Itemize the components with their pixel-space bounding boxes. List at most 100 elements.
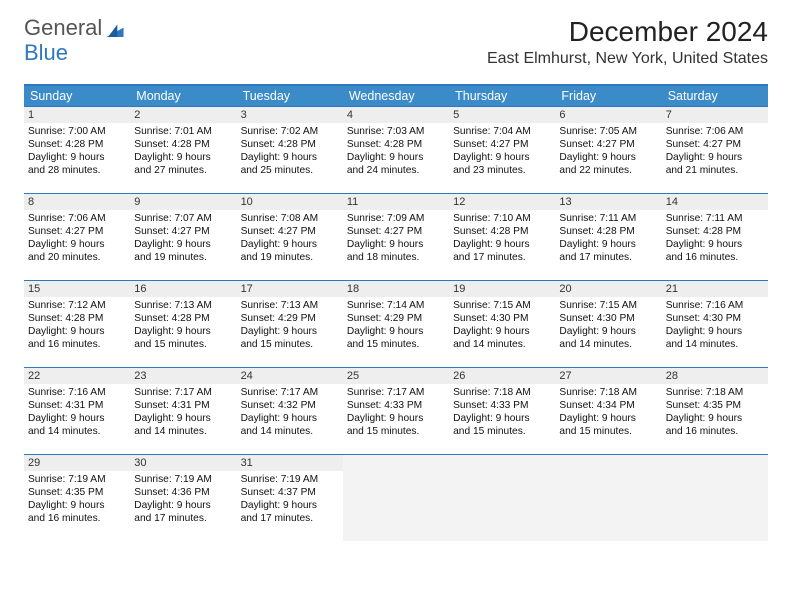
day-number: 29 [24, 455, 130, 471]
day-number: 11 [343, 194, 449, 210]
sun-info-line: Sunrise: 7:19 AM [28, 473, 126, 486]
sun-info-line: Sunrise: 7:01 AM [134, 125, 232, 138]
sun-info-line: and 15 minutes. [134, 338, 232, 351]
sun-info-line: Daylight: 9 hours [134, 151, 232, 164]
sun-info-line: and 15 minutes. [347, 425, 445, 438]
sun-info-line: and 14 minutes. [559, 338, 657, 351]
sun-info-line: Daylight: 9 hours [134, 412, 232, 425]
sun-info-line: Sunrise: 7:10 AM [453, 212, 551, 225]
calendar-cell: 25Sunrise: 7:17 AMSunset: 4:33 PMDayligh… [343, 368, 449, 454]
sun-info-line: Sunset: 4:28 PM [134, 312, 232, 325]
sun-info-line: and 14 minutes. [453, 338, 551, 351]
sun-info-line: Daylight: 9 hours [347, 412, 445, 425]
day-number: 22 [24, 368, 130, 384]
day-number: 13 [555, 194, 661, 210]
sun-info-line: Sunset: 4:32 PM [241, 399, 339, 412]
day-number: 9 [130, 194, 236, 210]
sun-info-line: Sunset: 4:33 PM [347, 399, 445, 412]
sun-info-line: Sunrise: 7:17 AM [134, 386, 232, 399]
day-number: 19 [449, 281, 555, 297]
sun-info-line: Daylight: 9 hours [666, 412, 764, 425]
calendar-cell-empty [449, 455, 555, 541]
calendar-cell: 13Sunrise: 7:11 AMSunset: 4:28 PMDayligh… [555, 194, 661, 280]
sun-info-line: Sunrise: 7:18 AM [453, 386, 551, 399]
day-header: Thursday [449, 86, 555, 106]
sun-info-line: Sunrise: 7:07 AM [134, 212, 232, 225]
calendar-cell-empty [555, 455, 661, 541]
sun-info-line: Sunrise: 7:13 AM [241, 299, 339, 312]
sun-info-line: Sunset: 4:30 PM [453, 312, 551, 325]
sun-info-line: Sunrise: 7:15 AM [453, 299, 551, 312]
sun-info-line: Daylight: 9 hours [28, 325, 126, 338]
day-number: 25 [343, 368, 449, 384]
sun-info-line: Sunset: 4:31 PM [134, 399, 232, 412]
calendar-cell: 30Sunrise: 7:19 AMSunset: 4:36 PMDayligh… [130, 455, 236, 541]
day-number: 3 [237, 107, 343, 123]
day-number: 2 [130, 107, 236, 123]
sun-info-line: and 16 minutes. [28, 512, 126, 525]
sun-info-line: Sunrise: 7:18 AM [666, 386, 764, 399]
calendar-cell: 19Sunrise: 7:15 AMSunset: 4:30 PMDayligh… [449, 281, 555, 367]
sun-info-line: Sunrise: 7:17 AM [241, 386, 339, 399]
sun-info-line: Sunrise: 7:05 AM [559, 125, 657, 138]
calendar-cell: 31Sunrise: 7:19 AMSunset: 4:37 PMDayligh… [237, 455, 343, 541]
day-number: 7 [662, 107, 768, 123]
sun-info-line: Daylight: 9 hours [241, 151, 339, 164]
day-number: 16 [130, 281, 236, 297]
sun-info-line: Sunset: 4:33 PM [453, 399, 551, 412]
sun-info-line: and 18 minutes. [347, 251, 445, 264]
sun-info-line: Sunrise: 7:16 AM [666, 299, 764, 312]
logo-word1: General [24, 15, 102, 40]
sun-info-line: Daylight: 9 hours [241, 238, 339, 251]
sun-info-line: Sunrise: 7:13 AM [134, 299, 232, 312]
sun-info-line: and 16 minutes. [666, 251, 764, 264]
calendar-cell: 5Sunrise: 7:04 AMSunset: 4:27 PMDaylight… [449, 107, 555, 193]
logo: GeneralBlue [24, 16, 125, 64]
sun-info-line: Sunset: 4:28 PM [28, 138, 126, 151]
sun-info-line: Sunrise: 7:06 AM [28, 212, 126, 225]
sun-info-line: and 20 minutes. [28, 251, 126, 264]
day-headers: Sunday Monday Tuesday Wednesday Thursday… [24, 86, 768, 106]
calendar-week: 22Sunrise: 7:16 AMSunset: 4:31 PMDayligh… [24, 367, 768, 454]
sun-info-line: Sunrise: 7:00 AM [28, 125, 126, 138]
sun-info-line: Daylight: 9 hours [241, 499, 339, 512]
sun-info-line: Sunset: 4:29 PM [241, 312, 339, 325]
sun-info-line: Sunrise: 7:02 AM [241, 125, 339, 138]
sun-info-line: Daylight: 9 hours [559, 325, 657, 338]
sun-info-line: Sunset: 4:28 PM [666, 225, 764, 238]
calendar: Sunday Monday Tuesday Wednesday Thursday… [24, 84, 768, 541]
day-number: 4 [343, 107, 449, 123]
sun-info-line: Daylight: 9 hours [28, 499, 126, 512]
sun-info-line: and 25 minutes. [241, 164, 339, 177]
sun-info-line: Sunrise: 7:14 AM [347, 299, 445, 312]
calendar-cell: 20Sunrise: 7:15 AMSunset: 4:30 PMDayligh… [555, 281, 661, 367]
sun-info-line: Sunset: 4:27 PM [559, 138, 657, 151]
sun-info-line: Sunset: 4:34 PM [559, 399, 657, 412]
sun-info-line: and 17 minutes. [453, 251, 551, 264]
calendar-cell: 11Sunrise: 7:09 AMSunset: 4:27 PMDayligh… [343, 194, 449, 280]
sun-info-line: Daylight: 9 hours [134, 325, 232, 338]
calendar-cell: 28Sunrise: 7:18 AMSunset: 4:35 PMDayligh… [662, 368, 768, 454]
sun-info-line: Sunrise: 7:19 AM [134, 473, 232, 486]
sun-info-line: and 28 minutes. [28, 164, 126, 177]
sun-info-line: and 21 minutes. [666, 164, 764, 177]
sun-info-line: Daylight: 9 hours [28, 151, 126, 164]
calendar-cell: 9Sunrise: 7:07 AMSunset: 4:27 PMDaylight… [130, 194, 236, 280]
sun-info-line: and 14 minutes. [241, 425, 339, 438]
sun-info-line: and 22 minutes. [559, 164, 657, 177]
sun-info-line: Daylight: 9 hours [666, 238, 764, 251]
sun-info-line: Sunrise: 7:03 AM [347, 125, 445, 138]
page-title: December 2024 [487, 16, 768, 48]
sun-info-line: Sunset: 4:27 PM [666, 138, 764, 151]
day-number: 28 [662, 368, 768, 384]
sun-info-line: Daylight: 9 hours [347, 151, 445, 164]
sun-info-line: Sunrise: 7:04 AM [453, 125, 551, 138]
calendar-cell: 18Sunrise: 7:14 AMSunset: 4:29 PMDayligh… [343, 281, 449, 367]
sun-info-line: Sunrise: 7:06 AM [666, 125, 764, 138]
sun-info-line: Sunset: 4:35 PM [28, 486, 126, 499]
calendar-cell: 23Sunrise: 7:17 AMSunset: 4:31 PMDayligh… [130, 368, 236, 454]
logo-icon [105, 17, 125, 42]
sun-info-line: and 19 minutes. [241, 251, 339, 264]
day-number: 21 [662, 281, 768, 297]
calendar-week: 15Sunrise: 7:12 AMSunset: 4:28 PMDayligh… [24, 280, 768, 367]
